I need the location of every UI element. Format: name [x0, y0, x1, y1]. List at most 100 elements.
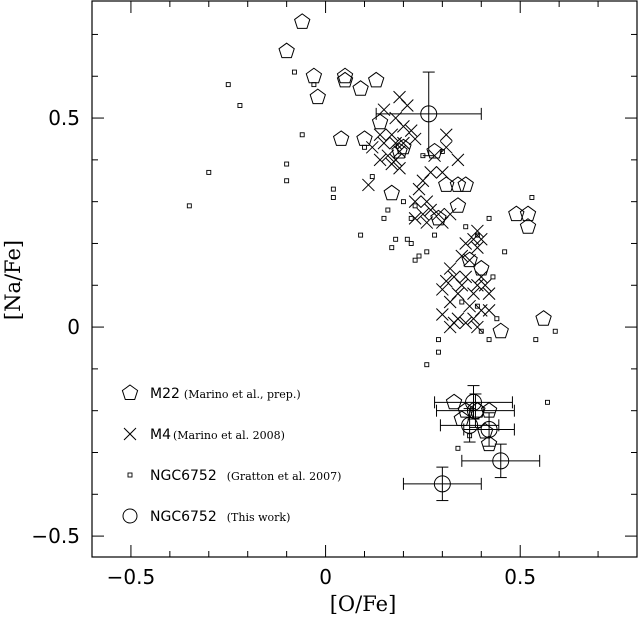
data-point-gratton — [412, 257, 418, 263]
data-point-circle — [492, 452, 510, 470]
data-point-gratton — [545, 399, 550, 405]
data-point-gratton — [494, 316, 500, 322]
cross-stroke — [443, 320, 457, 334]
data-point-m4 — [459, 270, 473, 284]
data-point-m22 — [445, 393, 463, 410]
cross-stroke — [482, 303, 496, 317]
cross-stroke — [397, 136, 410, 150]
data-point-gratton — [330, 186, 336, 192]
x-tick-label: 0.5 — [504, 565, 536, 589]
data-point-m4 — [451, 153, 465, 167]
cross-stroke — [451, 153, 465, 167]
y-tick-label: −0.5 — [31, 524, 80, 548]
cross-stroke — [362, 178, 375, 192]
cross-stroke — [439, 140, 453, 154]
y-tick-label: 0 — [67, 315, 80, 339]
data-point-m4 — [420, 216, 434, 229]
data-point-circle — [480, 420, 498, 438]
cross-stroke — [397, 120, 410, 133]
data-point-m22 — [305, 67, 323, 84]
data-point-m4 — [471, 320, 484, 334]
data-point-m4 — [443, 320, 457, 334]
data-point-gratton — [400, 199, 406, 205]
cross-stroke — [400, 99, 414, 112]
legend-series-name: NGC6752 — [150, 468, 217, 484]
data-point-gratton — [311, 82, 317, 88]
data-point-gratton — [490, 274, 496, 280]
data-point-m4 — [439, 140, 453, 154]
cross-stroke — [471, 320, 484, 334]
cross-stroke — [443, 262, 457, 275]
data-point-gratton — [225, 82, 231, 88]
cross-stroke — [408, 132, 422, 146]
data-point-m22 — [519, 218, 537, 234]
legend-series-reference: (Gratton et al. 2007) — [227, 470, 342, 483]
series-small-square — [186, 69, 558, 451]
data-point-m4 — [397, 136, 410, 150]
data-point-gratton — [284, 161, 290, 167]
data-point-m4 — [377, 136, 391, 150]
data-point-circle — [433, 475, 451, 493]
data-point-m4 — [400, 99, 414, 112]
data-point-gratton — [436, 337, 441, 343]
cross-stroke — [447, 270, 461, 284]
data-point-gratton — [424, 249, 430, 255]
data-point-circle — [420, 105, 438, 123]
data-point-m4 — [443, 295, 457, 309]
legend-series-name: NGC6752 — [150, 509, 217, 525]
data-point-gratton — [424, 362, 430, 368]
data-point-gratton — [416, 253, 422, 259]
cross-stroke — [436, 283, 449, 296]
cross-stroke — [393, 145, 406, 158]
cross-stroke — [123, 427, 137, 441]
data-point-gratton — [381, 215, 387, 221]
data-point-gratton — [393, 236, 399, 242]
cross-stroke — [459, 316, 473, 330]
data-point-gratton — [186, 203, 192, 209]
cross-stroke — [389, 153, 402, 167]
data-point-gratton — [358, 232, 364, 238]
cross-stroke — [439, 274, 453, 288]
cross-stroke — [436, 166, 449, 179]
data-point-m4 — [432, 207, 445, 221]
data-point-m4 — [393, 161, 406, 175]
data-point-m22 — [449, 197, 467, 213]
legend-entry-label: NGC6752 (This work) — [150, 509, 290, 525]
data-point-m4 — [467, 287, 480, 300]
data-point-m4 — [436, 216, 449, 229]
data-point-m4 — [365, 140, 379, 154]
data-point-this-work — [402, 466, 482, 502]
data-point-m22 — [480, 435, 498, 452]
data-point-m22 — [519, 205, 537, 222]
data-point-m4 — [455, 249, 469, 263]
data-point-m22 — [438, 176, 455, 192]
data-point-m22 — [492, 322, 509, 339]
data-point-m4 — [463, 253, 476, 267]
data-point-m22 — [508, 205, 525, 222]
cross-stroke — [467, 232, 480, 246]
data-point-circle — [466, 402, 484, 420]
data-point-gratton — [533, 337, 539, 343]
data-point-m4 — [404, 124, 418, 137]
data-point-m4 — [389, 153, 402, 167]
cross-stroke — [459, 237, 473, 250]
data-point-m22 — [336, 67, 354, 84]
data-point-gratton — [474, 303, 480, 309]
data-point-m22 — [332, 130, 350, 146]
data-point-m4 — [408, 132, 422, 146]
cross-stroke — [393, 161, 406, 175]
data-point-gratton — [486, 215, 492, 221]
cross-stroke — [416, 174, 430, 188]
cross-stroke — [471, 224, 484, 238]
cross-stroke — [393, 90, 406, 104]
series-pentagon — [278, 13, 552, 452]
data-point-gratton — [284, 178, 290, 184]
cross-stroke — [420, 195, 434, 209]
data-point-m4 — [373, 153, 387, 167]
legend-series-reference: (This work) — [227, 511, 291, 524]
axis-tick-labels: −0.5 0 0.5 −0.5 0 0.5 — [31, 106, 536, 589]
data-point-m22 — [426, 142, 443, 159]
legend-entry-label: M22 (Marino et al., prep.) — [150, 386, 301, 402]
data-point-this-work — [461, 443, 541, 479]
axis-ticks — [91, 1, 638, 557]
